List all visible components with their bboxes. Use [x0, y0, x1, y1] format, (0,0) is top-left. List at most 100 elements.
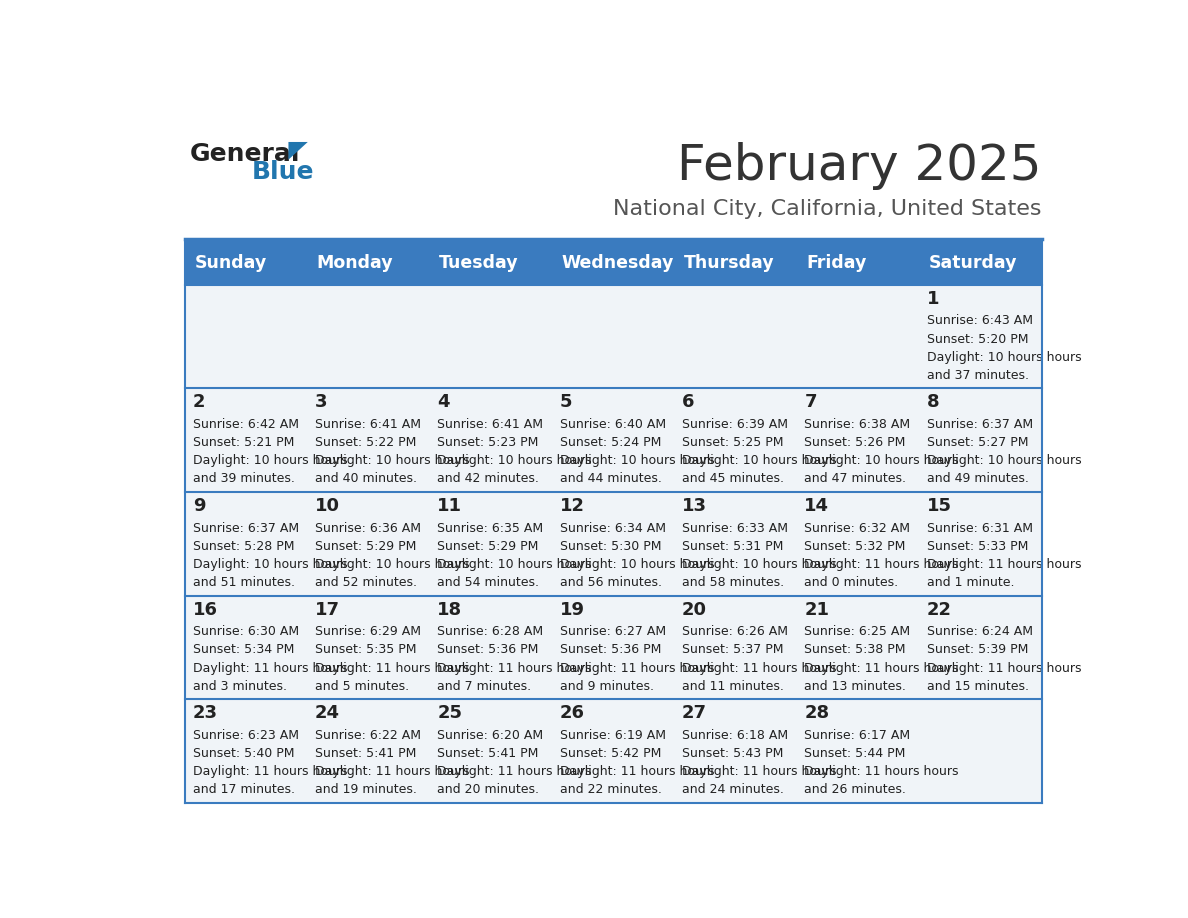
Text: Daylight: 10 hours hours: Daylight: 10 hours hours: [927, 351, 1081, 364]
Text: and 9 minutes.: and 9 minutes.: [560, 679, 653, 693]
Text: and 11 minutes.: and 11 minutes.: [682, 679, 784, 693]
Bar: [552, 596, 675, 700]
Text: Sunset: 5:20 PM: Sunset: 5:20 PM: [927, 332, 1028, 345]
Text: Sunset: 5:34 PM: Sunset: 5:34 PM: [192, 644, 295, 656]
Text: 15: 15: [927, 497, 952, 515]
Text: 25: 25: [437, 704, 462, 722]
Text: Friday: Friday: [807, 254, 866, 272]
Bar: [308, 388, 430, 492]
Bar: [552, 241, 675, 285]
Bar: [308, 285, 430, 388]
Bar: [430, 596, 552, 700]
Text: 21: 21: [804, 600, 829, 619]
Text: and 49 minutes.: and 49 minutes.: [927, 473, 1029, 486]
Text: and 13 minutes.: and 13 minutes.: [804, 679, 906, 693]
Text: Sunrise: 6:31 AM: Sunrise: 6:31 AM: [927, 521, 1032, 534]
Text: Monday: Monday: [317, 254, 393, 272]
Text: Daylight: 11 hours hours: Daylight: 11 hours hours: [804, 662, 959, 675]
Text: Daylight: 11 hours hours: Daylight: 11 hours hours: [315, 662, 469, 675]
Text: Daylight: 11 hours hours: Daylight: 11 hours hours: [192, 766, 347, 778]
Text: 1: 1: [927, 290, 940, 308]
Text: Sunrise: 6:20 AM: Sunrise: 6:20 AM: [437, 729, 543, 742]
Bar: [308, 241, 430, 285]
Text: Daylight: 11 hours hours: Daylight: 11 hours hours: [560, 662, 714, 675]
Bar: [797, 241, 920, 285]
Bar: [797, 700, 920, 803]
Text: General: General: [190, 142, 301, 166]
Text: and 45 minutes.: and 45 minutes.: [682, 473, 784, 486]
Text: Daylight: 11 hours hours: Daylight: 11 hours hours: [192, 662, 347, 675]
Bar: [430, 388, 552, 492]
Text: Sunrise: 6:27 AM: Sunrise: 6:27 AM: [560, 625, 665, 638]
Text: Daylight: 11 hours hours: Daylight: 11 hours hours: [682, 662, 836, 675]
Text: Sunset: 5:24 PM: Sunset: 5:24 PM: [560, 436, 661, 449]
Bar: [185, 285, 308, 388]
Bar: [430, 492, 552, 596]
Text: and 37 minutes.: and 37 minutes.: [927, 369, 1029, 382]
Text: February 2025: February 2025: [677, 142, 1042, 190]
Bar: [185, 596, 308, 700]
Bar: [430, 241, 552, 285]
Text: 20: 20: [682, 600, 707, 619]
Bar: [920, 241, 1042, 285]
Text: Sunset: 5:44 PM: Sunset: 5:44 PM: [804, 747, 905, 760]
Text: and 26 minutes.: and 26 minutes.: [804, 783, 906, 796]
Text: Sunset: 5:38 PM: Sunset: 5:38 PM: [804, 644, 905, 656]
Bar: [797, 388, 920, 492]
Text: Sunset: 5:37 PM: Sunset: 5:37 PM: [682, 644, 783, 656]
Text: Sunset: 5:29 PM: Sunset: 5:29 PM: [315, 540, 416, 553]
Text: Sunrise: 6:41 AM: Sunrise: 6:41 AM: [437, 418, 543, 431]
Text: Sunrise: 6:41 AM: Sunrise: 6:41 AM: [315, 418, 421, 431]
Text: 11: 11: [437, 497, 462, 515]
Text: 5: 5: [560, 393, 573, 411]
Text: Daylight: 10 hours hours: Daylight: 10 hours hours: [315, 454, 469, 467]
Text: Sunrise: 6:37 AM: Sunrise: 6:37 AM: [927, 418, 1032, 431]
Text: Saturday: Saturday: [929, 254, 1017, 272]
Bar: [308, 596, 430, 700]
Text: Sunrise: 6:18 AM: Sunrise: 6:18 AM: [682, 729, 788, 742]
Text: Sunset: 5:27 PM: Sunset: 5:27 PM: [927, 436, 1028, 449]
Text: and 42 minutes.: and 42 minutes.: [437, 473, 539, 486]
Text: Sunrise: 6:36 AM: Sunrise: 6:36 AM: [315, 521, 421, 534]
Bar: [920, 700, 1042, 803]
Text: and 51 minutes.: and 51 minutes.: [192, 577, 295, 589]
Text: Sunrise: 6:23 AM: Sunrise: 6:23 AM: [192, 729, 298, 742]
Text: and 39 minutes.: and 39 minutes.: [192, 473, 295, 486]
Text: Daylight: 11 hours hours: Daylight: 11 hours hours: [682, 766, 836, 778]
Text: 12: 12: [560, 497, 584, 515]
Text: Blue: Blue: [252, 160, 314, 184]
Bar: [552, 700, 675, 803]
Text: and 15 minutes.: and 15 minutes.: [927, 679, 1029, 693]
Text: Daylight: 11 hours hours: Daylight: 11 hours hours: [560, 766, 714, 778]
Text: 4: 4: [437, 393, 450, 411]
Text: Sunrise: 6:22 AM: Sunrise: 6:22 AM: [315, 729, 421, 742]
Text: Sunset: 5:31 PM: Sunset: 5:31 PM: [682, 540, 783, 553]
Text: and 40 minutes.: and 40 minutes.: [315, 473, 417, 486]
Text: Tuesday: Tuesday: [440, 254, 519, 272]
Text: Daylight: 10 hours hours: Daylight: 10 hours hours: [192, 454, 347, 467]
Text: 19: 19: [560, 600, 584, 619]
Text: Sunday: Sunday: [195, 254, 267, 272]
Bar: [920, 596, 1042, 700]
Text: Sunset: 5:28 PM: Sunset: 5:28 PM: [192, 540, 295, 553]
Text: 9: 9: [192, 497, 206, 515]
Text: Sunrise: 6:17 AM: Sunrise: 6:17 AM: [804, 729, 910, 742]
Bar: [430, 285, 552, 388]
Text: and 24 minutes.: and 24 minutes.: [682, 783, 784, 796]
Text: Sunset: 5:29 PM: Sunset: 5:29 PM: [437, 540, 538, 553]
Text: 3: 3: [315, 393, 328, 411]
Text: and 52 minutes.: and 52 minutes.: [315, 577, 417, 589]
Text: Sunset: 5:40 PM: Sunset: 5:40 PM: [192, 747, 295, 760]
Text: 16: 16: [192, 600, 217, 619]
Text: and 44 minutes.: and 44 minutes.: [560, 473, 662, 486]
Text: Sunrise: 6:25 AM: Sunrise: 6:25 AM: [804, 625, 910, 638]
Bar: [797, 285, 920, 388]
Text: 24: 24: [315, 704, 340, 722]
Bar: [552, 388, 675, 492]
Text: Sunrise: 6:37 AM: Sunrise: 6:37 AM: [192, 521, 299, 534]
Text: and 1 minute.: and 1 minute.: [927, 577, 1015, 589]
Text: and 0 minutes.: and 0 minutes.: [804, 577, 898, 589]
Text: and 54 minutes.: and 54 minutes.: [437, 577, 539, 589]
Bar: [430, 700, 552, 803]
Bar: [308, 700, 430, 803]
